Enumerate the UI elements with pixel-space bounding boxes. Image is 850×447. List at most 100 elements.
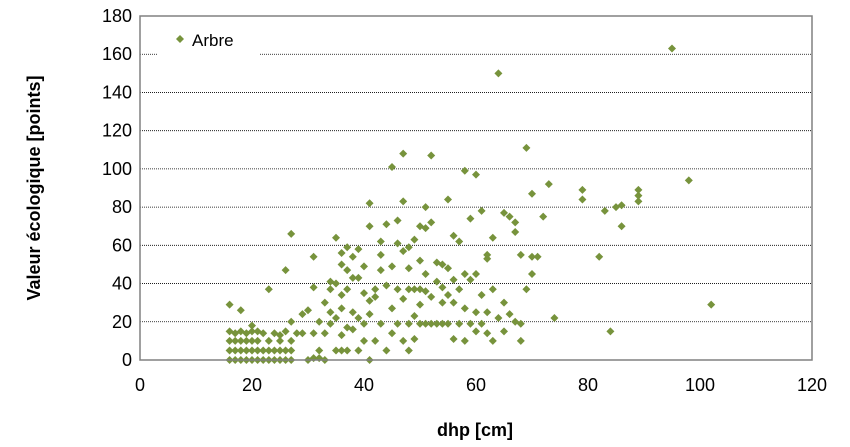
data-point	[393, 319, 402, 328]
data-point	[365, 199, 374, 208]
data-point	[365, 296, 374, 305]
data-point	[606, 327, 615, 336]
data-point	[343, 266, 352, 275]
data-point	[404, 243, 413, 252]
gridlines	[140, 53, 812, 323]
data-point	[236, 346, 245, 355]
data-point	[460, 304, 469, 313]
data-point	[449, 231, 458, 240]
data-point	[511, 218, 520, 227]
data-point	[449, 334, 458, 343]
data-point	[236, 306, 245, 315]
data-point	[472, 170, 480, 179]
data-point	[449, 275, 458, 284]
data-point	[617, 222, 626, 231]
data-point	[427, 218, 436, 227]
data-point	[600, 206, 609, 215]
x-tick-label: 0	[135, 375, 145, 395]
data-point	[410, 285, 419, 294]
data-point	[460, 270, 469, 278]
legend-diamond-icon	[176, 35, 184, 43]
data-point	[455, 319, 464, 328]
data-point	[348, 325, 357, 334]
data-point	[416, 256, 424, 265]
data-point	[421, 287, 430, 296]
plot-area-frame	[139, 15, 813, 361]
data-point	[343, 243, 352, 252]
data-point	[332, 346, 340, 355]
data-point	[528, 252, 536, 261]
data-point	[360, 319, 368, 328]
data-point	[410, 334, 419, 343]
data-point	[320, 329, 329, 338]
data-point	[399, 247, 408, 256]
data-point	[477, 319, 486, 328]
data-point	[309, 252, 318, 261]
data-point	[360, 262, 368, 271]
data-point	[460, 166, 469, 175]
data-point	[376, 319, 385, 328]
data-point	[320, 298, 329, 307]
data-point	[472, 327, 480, 336]
data-point	[354, 273, 363, 282]
data-point	[393, 285, 402, 294]
data-point	[455, 237, 464, 246]
data-point	[466, 275, 475, 284]
data-point	[578, 185, 587, 194]
data-point	[332, 313, 340, 322]
data-point	[455, 285, 464, 294]
data-point	[668, 44, 676, 53]
data-point	[595, 252, 604, 261]
data-point	[354, 245, 363, 254]
data-point	[684, 176, 693, 185]
y-tick-label: 40	[112, 274, 132, 294]
data-point	[315, 317, 324, 326]
data-point	[388, 304, 396, 313]
data-point	[444, 264, 452, 273]
data-point	[287, 317, 296, 326]
data-point	[236, 336, 245, 345]
data-point	[634, 185, 643, 194]
data-point	[248, 336, 256, 345]
x-tick-label: 60	[466, 375, 486, 395]
data-point	[399, 294, 408, 303]
data-point	[371, 285, 380, 294]
data-point	[326, 308, 335, 317]
data-point	[337, 304, 346, 313]
x-tick-label: 40	[354, 375, 374, 395]
data-point	[281, 346, 290, 355]
y-tick-label: 120	[102, 121, 132, 141]
data-point	[225, 300, 234, 309]
data-point	[438, 260, 447, 269]
data-point	[332, 233, 340, 242]
x-tick-label: 20	[242, 375, 262, 395]
data-point	[292, 329, 301, 338]
data-point	[382, 220, 391, 229]
x-tick-label: 100	[685, 375, 715, 395]
data-point	[337, 260, 346, 269]
y-tick-label: 160	[102, 44, 132, 64]
data-point	[382, 281, 391, 290]
y-tick-label: 180	[102, 6, 132, 26]
data-point	[516, 319, 525, 328]
data-point	[354, 313, 363, 322]
data-point	[634, 197, 643, 206]
data-point	[388, 329, 396, 338]
data-point	[264, 285, 273, 294]
data-point	[281, 266, 290, 275]
data-point	[376, 266, 385, 275]
data-point	[421, 270, 430, 278]
data-point	[393, 216, 402, 225]
x-tick-label: 80	[578, 375, 598, 395]
legend: Arbre	[158, 22, 260, 56]
data-point	[477, 206, 486, 215]
data-point	[483, 250, 492, 259]
data-point	[550, 313, 559, 322]
y-tick-label: 20	[112, 312, 132, 332]
data-point	[298, 310, 307, 319]
data-point	[528, 270, 536, 278]
data-point	[248, 321, 256, 330]
data-point	[500, 298, 508, 307]
data-point	[466, 319, 475, 328]
